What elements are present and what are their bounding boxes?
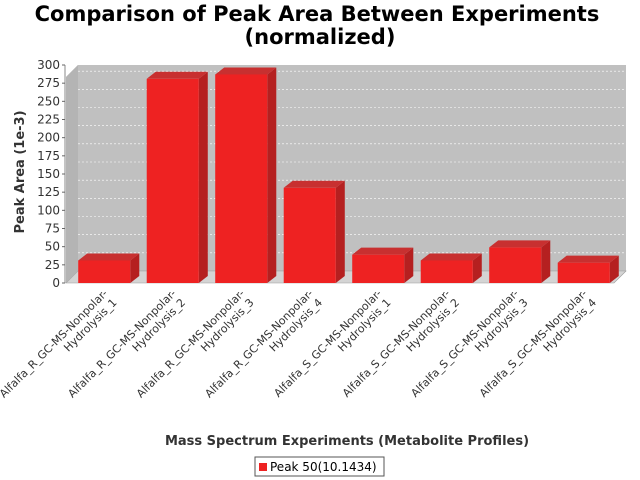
y-tick-label: 225 xyxy=(37,113,60,127)
y-tick-label: 75 xyxy=(45,222,60,236)
y-axis-label: Peak Area (1e-3) xyxy=(13,110,28,233)
legend-swatch xyxy=(259,463,267,471)
bars xyxy=(78,67,619,284)
legend-label: Peak 50(10.1434) xyxy=(270,460,377,474)
y-tick-label: 0 xyxy=(52,276,60,290)
y-tick-label: 150 xyxy=(37,167,60,181)
y-tick-label: 25 xyxy=(45,258,60,272)
bar xyxy=(420,253,482,283)
y-tick-label: 275 xyxy=(37,76,60,90)
chart-title-line2: (normalized) xyxy=(245,25,396,49)
grid-lines xyxy=(78,52,626,254)
plot-left-wall xyxy=(66,65,78,283)
y-tick-label: 175 xyxy=(37,149,60,163)
bar xyxy=(215,67,277,284)
x-axis-category-labels: Alfalfa_R_GC-MS-Nonpolar-Hydrolysis_1Alf… xyxy=(0,287,599,410)
y-tick-label: 125 xyxy=(37,185,60,199)
bar xyxy=(557,255,619,283)
legend-box xyxy=(254,456,385,477)
bar xyxy=(352,247,414,283)
chart-title-line1: Comparison of Peak Area Between Experime… xyxy=(35,2,600,26)
x-axis-label: Mass Spectrum Experiments (Metabolite Pr… xyxy=(165,434,529,449)
y-tick-label: 50 xyxy=(45,240,60,254)
y-tick-label: 100 xyxy=(37,203,60,217)
bar xyxy=(283,180,345,283)
bar xyxy=(489,240,551,283)
bar xyxy=(146,71,208,283)
legend: Peak 50(10.1434) xyxy=(254,456,385,477)
y-tick-label: 300 xyxy=(37,58,60,72)
y-axis-ticks: 0 25 50 75 100 125 150 175 200 225 250 275 300 xyxy=(37,58,66,290)
bar xyxy=(78,253,140,283)
y-tick-label: 250 xyxy=(37,94,60,108)
y-tick-label: 200 xyxy=(37,131,60,145)
x-category-label: Alfalfa_R_GC-MS-Nonpolar-Hydrolysis_1 xyxy=(0,287,120,410)
